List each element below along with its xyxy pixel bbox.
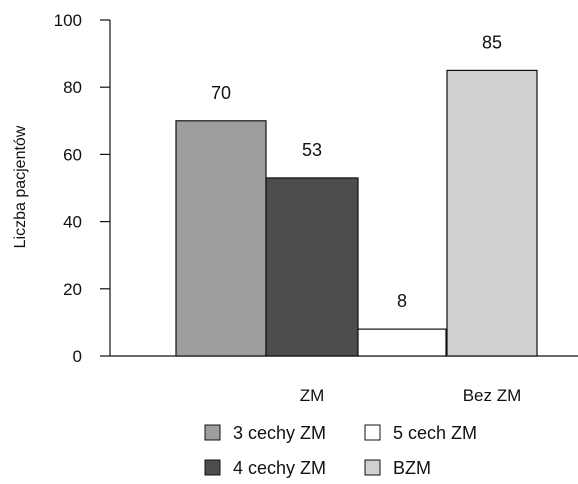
y-axis-label: Liczba pacjentów bbox=[12, 125, 29, 248]
group-label: ZM bbox=[300, 386, 325, 405]
y-tick-label: 60 bbox=[63, 145, 82, 164]
data-label: 85 bbox=[482, 32, 502, 52]
legend: 3 cechy ZM 5 cech ZM 4 cechy ZM BZM bbox=[204, 423, 477, 478]
y-tick-label: 80 bbox=[63, 78, 82, 97]
data-labels: 70 53 8 85 bbox=[211, 32, 502, 311]
legend-label: 4 cechy ZM bbox=[233, 458, 326, 478]
y-tick-label: 40 bbox=[63, 213, 82, 232]
y-tick-label: 100 bbox=[54, 11, 82, 30]
legend-item: BZM bbox=[364, 458, 431, 478]
legend-label: 5 cech ZM bbox=[393, 423, 477, 443]
group-label: Bez ZM bbox=[463, 386, 522, 405]
y-tick-label: 20 bbox=[63, 280, 82, 299]
bars bbox=[175, 69, 538, 357]
legend-swatch bbox=[204, 424, 221, 441]
data-label: 8 bbox=[397, 291, 407, 311]
legend-label: BZM bbox=[393, 458, 431, 478]
bar-3-cechy-zm bbox=[175, 120, 267, 357]
bar-4-cechy-zm bbox=[265, 177, 359, 357]
legend-swatch bbox=[364, 424, 381, 441]
bar-bzm bbox=[446, 69, 538, 357]
data-label: 53 bbox=[302, 140, 322, 160]
legend-item: 5 cech ZM bbox=[364, 423, 477, 443]
legend-label: 3 cechy ZM bbox=[233, 423, 326, 443]
bar-5-cech-zm bbox=[357, 328, 447, 357]
group-labels: ZM Bez ZM bbox=[300, 386, 522, 405]
legend-item: 4 cechy ZM bbox=[204, 458, 326, 478]
legend-swatch bbox=[364, 459, 381, 476]
legend-swatch bbox=[204, 459, 221, 476]
legend-item: 3 cechy ZM bbox=[204, 423, 326, 443]
data-label: 70 bbox=[211, 83, 231, 103]
y-tick-label: 0 bbox=[73, 347, 82, 366]
